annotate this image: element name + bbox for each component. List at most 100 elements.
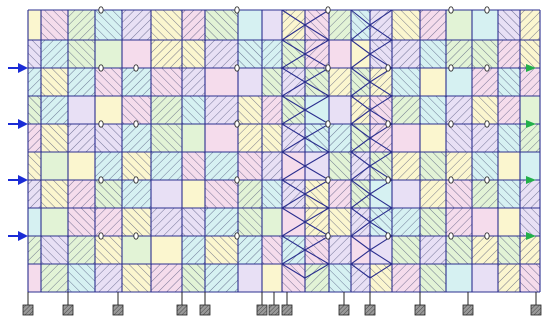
hatched-cell (498, 236, 520, 264)
mesh-cell (520, 96, 540, 124)
support-hatching (200, 305, 210, 315)
mesh-hatching (28, 10, 540, 292)
hatched-cell (305, 10, 329, 40)
hatched-cell (151, 152, 182, 180)
hatched-cell (282, 40, 305, 68)
hatched-cell (446, 180, 472, 208)
support-hatching (113, 305, 123, 315)
hatched-cell (182, 68, 205, 96)
hatched-cell (41, 40, 68, 68)
hatched-cell (182, 40, 205, 68)
hatched-cell (472, 236, 498, 264)
hatched-cell (68, 68, 95, 96)
hatched-cell (420, 180, 446, 208)
hatched-cell (262, 236, 282, 264)
ellipse-node-icon (484, 120, 490, 128)
mesh-cell (446, 68, 472, 96)
support-hatching (282, 305, 292, 315)
hatched-cell (446, 208, 472, 236)
hatched-cell (392, 236, 420, 264)
mesh-cell (520, 152, 540, 180)
ellipse-node-icon (234, 232, 240, 240)
hatched-cell (95, 264, 122, 292)
hatched-cell (305, 264, 329, 292)
hatched-cell (41, 236, 68, 264)
hatched-cell (205, 96, 238, 124)
ellipse-node-icon (234, 120, 240, 128)
zigzag-line (280, 9, 331, 279)
hatched-cell (182, 236, 205, 264)
ellipse-node-icon (484, 6, 490, 14)
support-hatching (23, 305, 33, 315)
mesh-cell (28, 10, 41, 40)
hatched-cell (95, 208, 122, 236)
ellipse-node-icon (325, 232, 331, 240)
ellipse-node-icon (133, 120, 139, 128)
hatched-cell (282, 180, 305, 208)
ellipse-node-icon (98, 176, 104, 184)
hatched-cell (28, 124, 41, 152)
hatched-cell (370, 208, 392, 236)
hatched-cell (305, 180, 329, 208)
hatched-cell (28, 152, 41, 180)
mesh-cell (351, 236, 370, 264)
hatched-cell (68, 264, 95, 292)
hatched-cell (446, 96, 472, 124)
ellipse-node-icon (325, 120, 331, 128)
hatched-cell (205, 264, 238, 292)
hatched-cell (238, 96, 262, 124)
mesh-gridlines (27, 9, 541, 293)
mesh-cell (370, 180, 392, 208)
hatched-cell (446, 152, 472, 180)
ellipse-node-icon (98, 232, 104, 240)
hatched-cell (472, 124, 498, 152)
support-hatching (463, 305, 473, 315)
mesh-cell (472, 208, 498, 236)
hatched-cell (420, 264, 446, 292)
ellipse-node-icon (385, 176, 391, 184)
ellipse-node-icon (133, 64, 139, 72)
hatched-cell (41, 180, 68, 208)
hatched-cell (68, 124, 95, 152)
mesh-cell (151, 180, 182, 208)
mesh-cell (122, 236, 151, 264)
hatched-cell (370, 152, 392, 180)
mesh-cell (238, 264, 262, 292)
hatched-cell (392, 208, 420, 236)
mesh-cell (329, 40, 351, 68)
hatched-cell (420, 10, 446, 40)
hatched-cell (370, 124, 392, 152)
hatched-cell (520, 40, 540, 68)
mesh-cell (392, 124, 420, 152)
zigzag-line (280, 9, 331, 279)
hatched-cell (151, 208, 182, 236)
ellipse-node-icon (98, 64, 104, 72)
hatched-cell (41, 68, 68, 96)
mesh-cell (41, 208, 68, 236)
mesh-cell (472, 264, 498, 292)
hatched-cell (238, 208, 262, 236)
hatched-cell (262, 152, 282, 180)
hatched-cell (520, 264, 540, 292)
hatched-cell (472, 40, 498, 68)
hatched-cell (28, 68, 41, 96)
hatched-cell (351, 152, 370, 180)
hatched-cell (282, 124, 305, 152)
hatched-cell (205, 180, 238, 208)
hatched-cell (392, 264, 420, 292)
arrow-right-icon (526, 64, 536, 72)
hatched-cell (329, 264, 351, 292)
arrow-right-icon (18, 175, 28, 185)
mesh-cell (351, 40, 370, 68)
hatched-cell (262, 124, 282, 152)
hatched-cell (205, 208, 238, 236)
hatched-cell (122, 124, 151, 152)
ellipse-node-icon (385, 120, 391, 128)
hatched-cell (282, 68, 305, 96)
ellipse-node-icon (448, 232, 454, 240)
hatched-cell (392, 40, 420, 68)
hatched-cell (122, 96, 151, 124)
hatched-cell (122, 264, 151, 292)
hatched-cell (282, 264, 305, 292)
mesh-cell (28, 208, 41, 236)
